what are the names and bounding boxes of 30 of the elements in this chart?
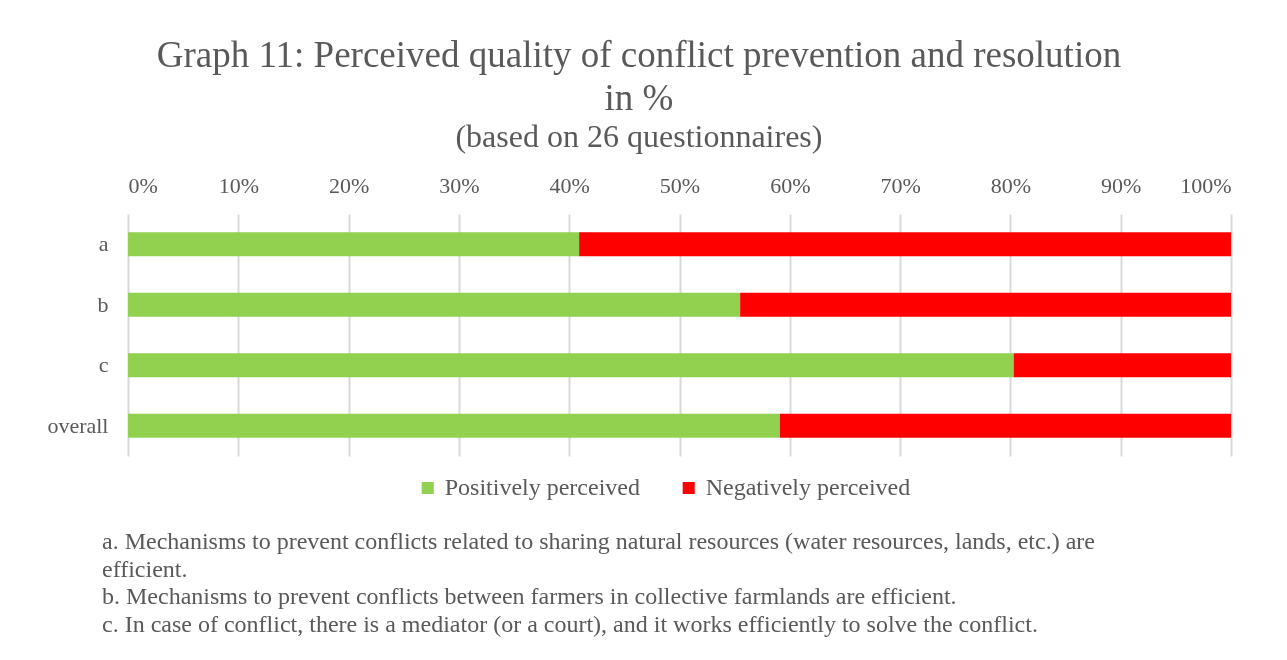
text: b. Mechanisms to prevent conflicts between farmers in collective farmlands are efficient.	[102, 583, 957, 609]
text: a. Mechanisms to prevent conflicts related to sharing natural resources (water resources, lands, etc.) are efficient.	[102, 528, 1095, 582]
bar	[128, 292, 741, 317]
x-tick-label: 30%	[439, 172, 480, 198]
bar	[740, 292, 1231, 317]
x-tick-label: 0%	[128, 172, 158, 198]
bar	[128, 232, 580, 257]
y-tick-label: c	[98, 352, 109, 378]
y-tick-label: b	[97, 291, 109, 317]
x-tick-label: 90%	[1101, 172, 1142, 198]
x-tick-label: 60%	[770, 172, 811, 198]
legend-label: Positively perceived	[444, 474, 640, 500]
y-tick-label: a	[98, 231, 109, 257]
legend-label: Negatively perceived	[705, 474, 911, 500]
x-tick-label: 20%	[328, 172, 370, 198]
bar	[1013, 353, 1231, 378]
bar	[579, 232, 1231, 257]
x-tick-label: 50%	[659, 172, 701, 198]
text: c. In case of conflict, there is a mediator (or a court), and it works efficiently to solve the conflict.	[102, 610, 1038, 637]
chart-subtitle: (based on 26 questionnaires)	[455, 118, 823, 154]
x-tick-label: 70%	[880, 172, 921, 198]
x-tick-label: 40%	[549, 172, 590, 198]
bar	[128, 353, 1014, 378]
y-tick-label: overall	[47, 412, 109, 438]
chart-title: Graph 11: Perceived quality of conflict prevention and resolution in %	[156, 34, 1122, 118]
x-tick-label: 80%	[990, 172, 1032, 198]
bar	[128, 413, 780, 438]
x-tick-label: 10%	[218, 172, 259, 198]
bar	[779, 413, 1231, 438]
x-tick-label: 100%	[1180, 172, 1232, 198]
